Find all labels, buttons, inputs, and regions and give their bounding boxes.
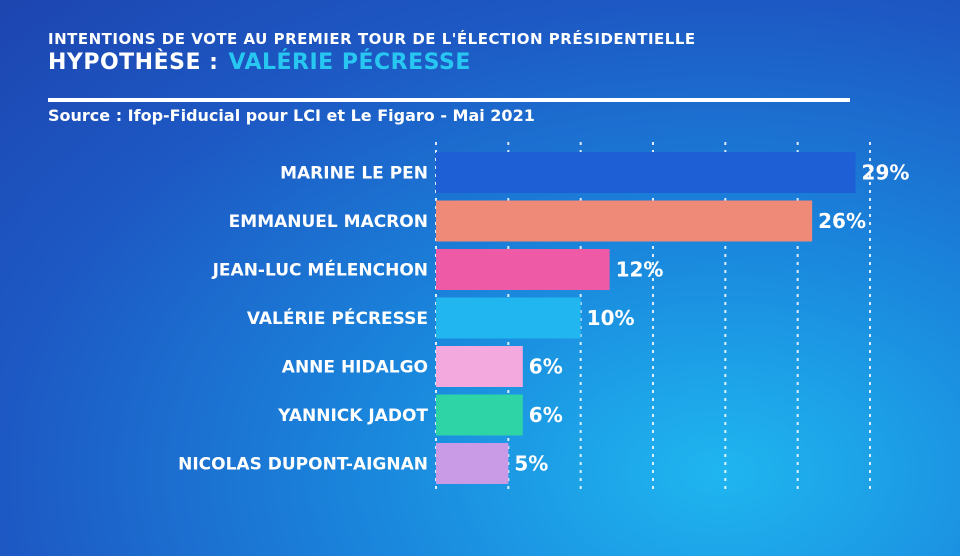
category-label: EMMANUEL MACRON (229, 212, 428, 232)
category-label: JEAN-LUC MÉLENCHON (212, 259, 428, 281)
value-label: 6% (529, 403, 563, 427)
value-label: 12% (616, 258, 664, 282)
header-divider (48, 98, 850, 102)
value-label: 26% (818, 209, 866, 233)
category-label: NICOLAS DUPONT-AIGNAN (178, 455, 428, 475)
chart-subtitle: HYPOTHÈSE : VALÉRIE PÉCRESSE (48, 50, 848, 76)
bar (436, 249, 610, 290)
subtitle-candidate-name: VALÉRIE PÉCRESSE (228, 50, 471, 75)
bar (436, 346, 523, 387)
chart-title: INTENTIONS DE VOTE AU PREMIER TOUR DE L'… (48, 30, 696, 48)
bar (436, 297, 581, 339)
bar (436, 152, 856, 193)
category-label: YANNICK JADOT (277, 406, 428, 426)
value-label: 6% (529, 355, 563, 379)
category-label: MARINE LE PEN (280, 164, 428, 184)
bar (436, 394, 523, 436)
bars (436, 152, 856, 484)
bar (436, 443, 509, 484)
source-line: Source : Ifop-Fiducial pour LCI et Le Fi… (48, 106, 535, 125)
category-labels: MARINE LE PEN EMMANUEL MACRON JEAN-LUC MÉL… (178, 164, 428, 475)
chart-header: INTENTIONS DE VOTE AU PREMIER TOUR DE L'… (48, 30, 848, 76)
category-label: ANNE HIDALGO (282, 358, 428, 378)
subtitle-prefix: HYPOTHÈSE : (48, 50, 219, 75)
value-labels: 29% 26% 12% 10% 6% 6% 5% (514, 161, 909, 476)
value-label: 29% (862, 161, 910, 185)
bar (436, 200, 813, 242)
value-label: 10% (587, 306, 635, 330)
category-label: VALÉRIE PÉCRESSE (247, 307, 428, 329)
value-label: 5% (514, 452, 548, 476)
